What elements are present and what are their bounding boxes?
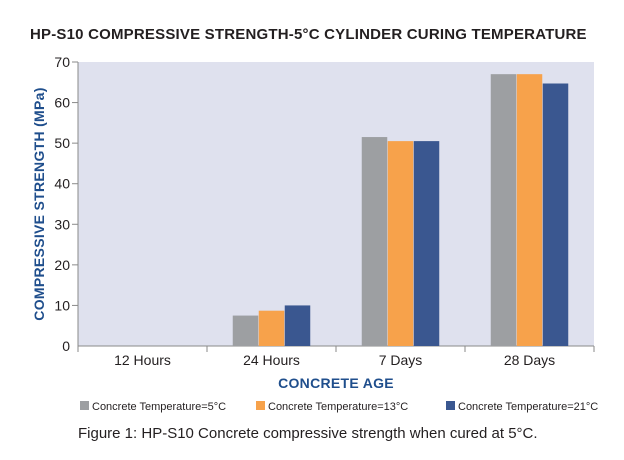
x-tick-label: 24 Hours <box>243 352 300 368</box>
bar <box>542 83 569 346</box>
legend-label: Concrete Temperature=13°C <box>268 401 408 413</box>
legend-swatch <box>80 401 89 410</box>
y-tick-label: 10 <box>54 297 70 313</box>
bar <box>413 141 440 346</box>
legend: Concrete Temperature=5°C Concrete Tempera… <box>80 401 598 413</box>
y-tick-label: 70 <box>54 54 70 70</box>
y-axis: 0 10 20 30 40 50 60 70 <box>54 54 79 354</box>
bar <box>490 74 517 347</box>
x-tick-label: 12 Hours <box>114 352 171 368</box>
bar <box>516 74 543 347</box>
bar <box>387 141 414 346</box>
y-tick-label: 50 <box>54 135 70 151</box>
y-tick-label: 40 <box>54 176 70 192</box>
bar <box>258 310 285 346</box>
legend-label: Concrete Temperature=21°C <box>458 401 598 413</box>
x-axis-title: CONCRETE AGE <box>278 375 394 391</box>
x-tick-label: 28 Days <box>504 352 555 368</box>
chart-title: HP-S10 COMPRESSIVE STRENGTH-5°C CYLINDER… <box>30 26 587 43</box>
legend-swatch <box>256 401 265 410</box>
y-tick-label: 30 <box>54 216 70 232</box>
y-tick-label: 20 <box>54 257 70 273</box>
bar <box>232 315 259 346</box>
bar <box>284 305 311 346</box>
bars <box>232 74 569 347</box>
y-tick-label: 60 <box>54 95 70 111</box>
legend-swatch <box>446 401 455 410</box>
plot-area <box>78 62 594 346</box>
bar <box>361 137 388 346</box>
x-axis: 12 Hours 24 Hours 7 Days 28 Days <box>77 345 595 368</box>
x-tick-label: 7 Days <box>379 352 423 368</box>
figure-caption: Figure 1: HP-S10 Concrete compressive st… <box>78 425 538 442</box>
y-axis-title: COMPRESSIVE STRENGTH (MPa) <box>31 87 47 320</box>
legend-label: Concrete Temperature=5°C <box>92 401 226 413</box>
y-tick-label: 0 <box>62 338 70 354</box>
